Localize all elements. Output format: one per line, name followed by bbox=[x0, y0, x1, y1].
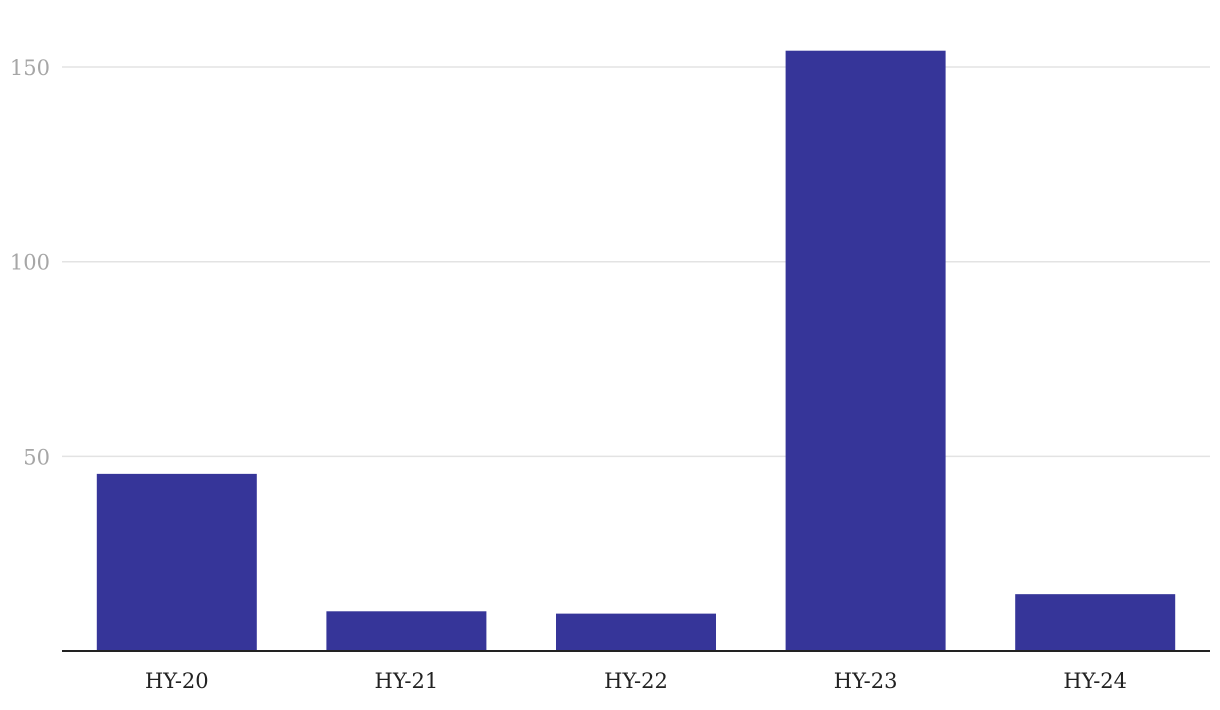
y-tick-label: 150 bbox=[10, 56, 50, 80]
y-axis-ticks: 50 100 150 bbox=[10, 56, 50, 469]
bar-hy-22 bbox=[556, 613, 716, 651]
x-tick-label: HY-24 bbox=[1063, 669, 1127, 693]
bar-hy-21 bbox=[326, 611, 487, 651]
y-tick-label: 100 bbox=[10, 251, 50, 275]
bar-hy-24 bbox=[1015, 594, 1176, 651]
x-tick-label: HY-20 bbox=[145, 669, 209, 693]
gridlines bbox=[62, 66, 1210, 458]
x-tick-label: HY-21 bbox=[375, 669, 439, 693]
x-tick-label: HY-22 bbox=[604, 669, 668, 693]
x-axis-ticks: HY-20 HY-21 HY-22 HY-23 HY-24 bbox=[145, 669, 1127, 693]
x-tick-label: HY-23 bbox=[834, 669, 898, 693]
bars bbox=[96, 50, 1176, 651]
bar-hy-23 bbox=[785, 50, 946, 651]
bar-hy-20 bbox=[96, 473, 257, 651]
y-tick-label: 50 bbox=[23, 445, 50, 469]
